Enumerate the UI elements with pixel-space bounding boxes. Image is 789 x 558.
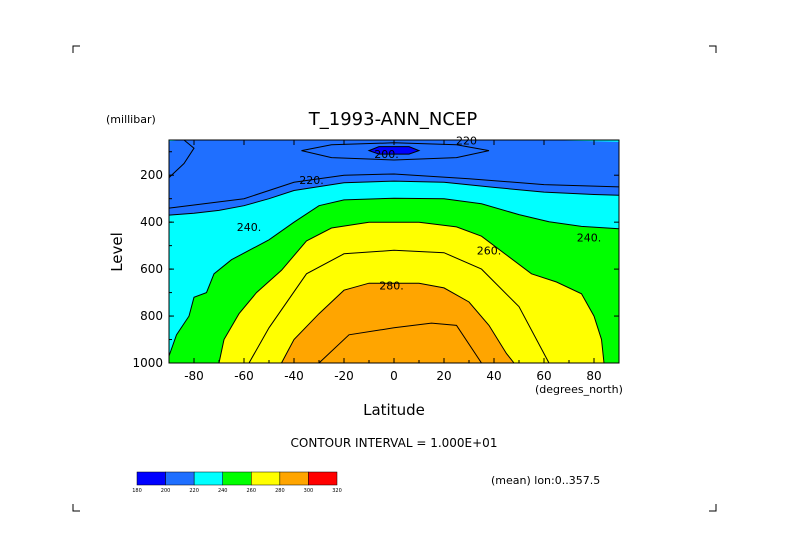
colorbar-label: 320 bbox=[332, 488, 342, 494]
contour-line-290 bbox=[318, 322, 482, 364]
y-tick-label: 800 bbox=[140, 309, 163, 323]
colorbar: 180 200 220 240 260 280 300 320 bbox=[132, 471, 342, 494]
crop-mark-top-left bbox=[72, 45, 80, 53]
y-tick-label: 200 bbox=[140, 168, 163, 182]
x-unit-label: (degrees_north) bbox=[535, 383, 623, 396]
contour-line-200 bbox=[367, 146, 421, 155]
contour-line-270 bbox=[248, 249, 550, 364]
y-axis: 200 400 600 800 1000 bbox=[132, 151, 619, 370]
contour-labels: 220 200. 220. 240. 260. 240. 280. bbox=[237, 134, 602, 292]
contour-label: 280. bbox=[379, 280, 404, 293]
colorbar-label: 260 bbox=[247, 488, 257, 494]
corner-marks bbox=[72, 45, 717, 512]
x-tick-label: 0 bbox=[390, 369, 398, 383]
y-axis-label: Level bbox=[108, 232, 126, 272]
colorbar-swatch bbox=[136, 471, 166, 486]
crop-mark-top-right bbox=[709, 45, 717, 53]
colorbar-label: 180 bbox=[132, 488, 142, 494]
y-tick-label: 1000 bbox=[132, 356, 163, 370]
crop-mark-bottom-right bbox=[709, 504, 717, 512]
contour-line-220 bbox=[168, 180, 620, 216]
contour-interval-text: CONTOUR INTERVAL = 1.000E+01 bbox=[291, 436, 498, 450]
x-tick-label: 20 bbox=[436, 369, 451, 383]
contour-lines bbox=[168, 139, 620, 364]
contour-label: 260. bbox=[477, 244, 502, 257]
y-tick-label: 400 bbox=[140, 215, 163, 229]
crop-mark-bottom-left bbox=[72, 504, 80, 512]
x-tick-label: 40 bbox=[486, 369, 501, 383]
mean-note: (mean) lon:0..357.5 bbox=[491, 474, 600, 487]
contour-line-210-left bbox=[168, 139, 195, 178]
chart-title: T_1993-ANN_NCEP bbox=[308, 109, 478, 130]
colorbar-label: 200 bbox=[161, 488, 171, 494]
colorbar-swatch bbox=[279, 471, 309, 486]
contour-line-210 bbox=[301, 142, 490, 161]
colorbar-swatch bbox=[251, 471, 281, 486]
x-tick-label: -80 bbox=[184, 369, 204, 383]
colorbar-swatch bbox=[222, 471, 252, 486]
contour-label: 220. bbox=[299, 174, 324, 187]
colorbar-label: 220 bbox=[189, 488, 199, 494]
colorbar-swatch bbox=[165, 471, 195, 486]
plot-area bbox=[169, 140, 619, 363]
contour-line-280 bbox=[281, 282, 515, 364]
y-tick-label: 600 bbox=[140, 262, 163, 276]
contour-label: 240. bbox=[237, 221, 262, 234]
contour-label: 240. bbox=[577, 231, 602, 244]
contour-line-240 bbox=[168, 197, 620, 357]
x-tick-label: -40 bbox=[284, 369, 304, 383]
y-unit-label: (millibar) bbox=[106, 113, 156, 126]
contour-label: 220 bbox=[456, 134, 477, 147]
x-tick-label: -60 bbox=[234, 369, 254, 383]
colorbar-swatch bbox=[308, 471, 338, 486]
x-axis: -80 -60 -40 -20 0 20 40 60 80 bbox=[168, 140, 620, 383]
x-tick-label: 80 bbox=[586, 369, 601, 383]
contour-line-220 bbox=[168, 173, 620, 209]
contour-label: 200. bbox=[374, 148, 399, 161]
x-tick-label: 60 bbox=[536, 369, 551, 383]
contour-line-260 bbox=[169, 221, 619, 364]
x-tick-label: -20 bbox=[334, 369, 354, 383]
x-axis-label: Latitude bbox=[363, 401, 425, 419]
colorbar-swatch bbox=[193, 471, 223, 486]
colorbar-label: 240 bbox=[218, 488, 228, 494]
colorbar-label: 300 bbox=[304, 488, 314, 494]
colorbar-label: 280 bbox=[275, 488, 285, 494]
band-180-200 bbox=[369, 146, 419, 155]
